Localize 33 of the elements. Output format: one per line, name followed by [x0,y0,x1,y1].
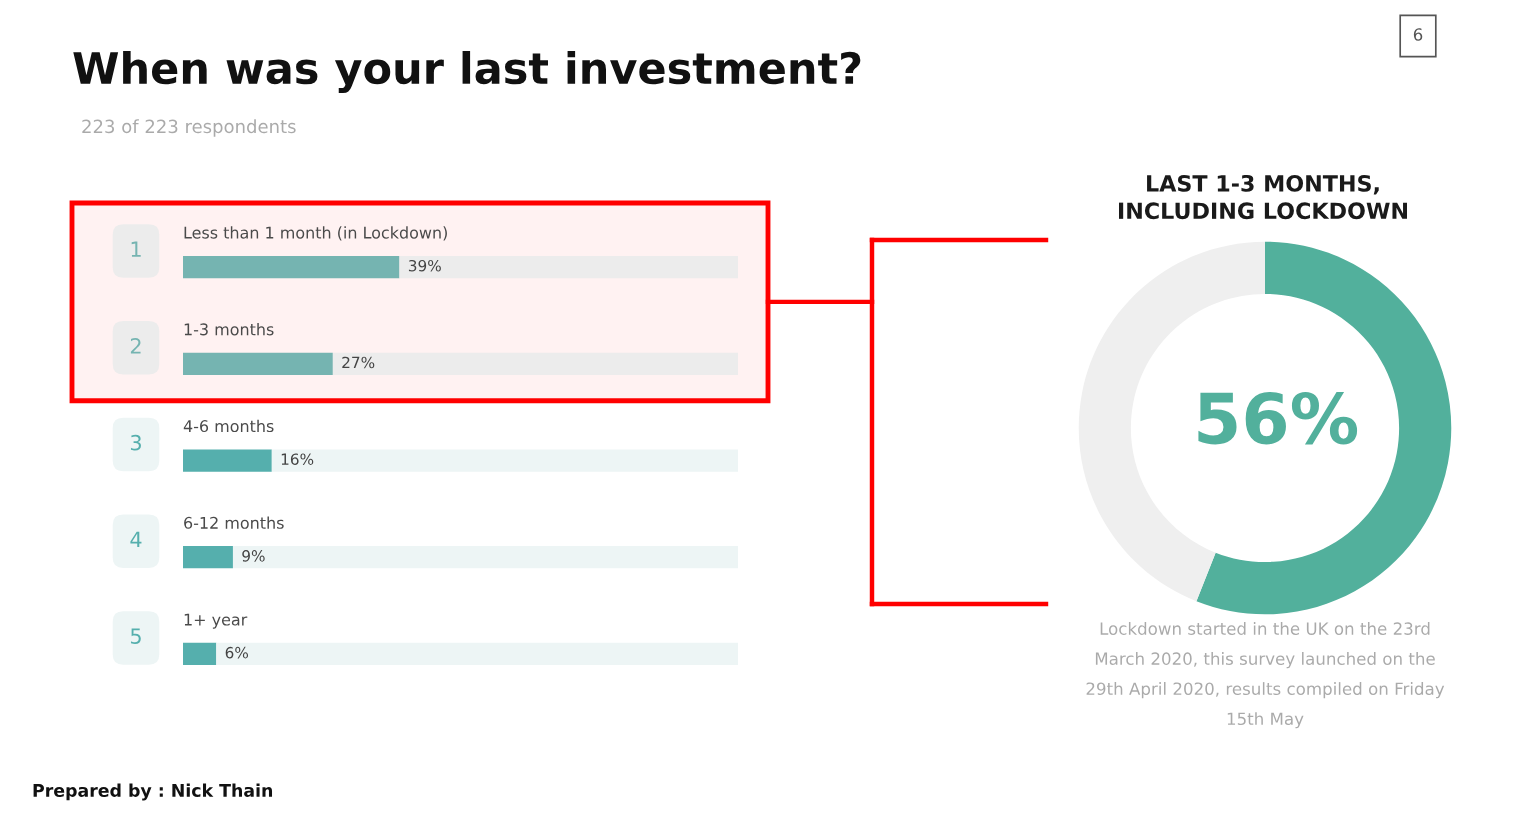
data-label: 6% [225,646,249,659]
bar [183,352,333,375]
text: 6 [1413,28,1423,41]
y-tick-label: 1+ year [184,613,248,629]
bar [183,546,233,569]
bar [183,642,217,666]
bar [216,642,738,666]
text: 5 [130,628,141,645]
bar [399,255,738,279]
data-label: 16% [281,453,314,465]
y-tick-label: 4-6 months [183,419,274,433]
donut-slice [1196,241,1452,615]
data-label: 56% [1198,391,1358,445]
text: 4 [130,531,142,547]
y-tick-label: 1-3 months [184,323,274,336]
text: Prepared by : Nick Thain [33,783,273,801]
chart-title: LAST 1-3 MONTHS, INCLUDING LOCKDOWN [1119,174,1407,220]
text: 1 [131,241,141,257]
bar [183,449,272,472]
bar [271,449,738,472]
data-label: 9% [242,550,265,562]
data-label: 27% [342,356,375,369]
bar [332,352,738,375]
y-tick-label: 6-12 months [184,516,284,529]
text: Lockdown started in the UK on the 23rd March 2020, this survey launched on the 29th April 2020, results compiled on Friday 15th May [1086,622,1445,729]
chart-subtitle: 223 of 223 respondents [82,119,296,137]
text: 2 [130,338,141,354]
bar [183,255,400,279]
bar [232,546,738,569]
data-label: 39% [408,259,441,272]
chart-title: When was your last investment? [73,51,861,93]
y-tick-label: Less than 1 month (in Lockdown) [184,226,447,241]
text: 3 [130,434,141,451]
